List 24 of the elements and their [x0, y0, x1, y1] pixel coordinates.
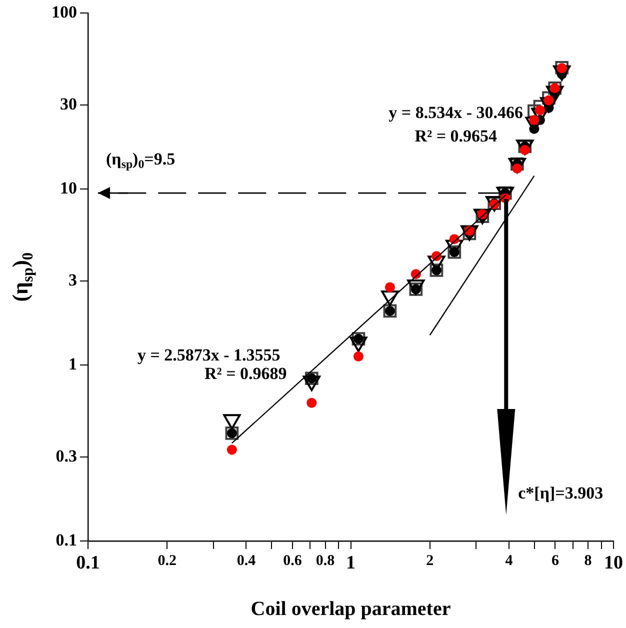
annotation: y = 8.534x - 30.466 — [388, 102, 524, 122]
y-tick-label: 100 — [52, 2, 77, 22]
x-tick-label: 0.6 — [283, 552, 302, 569]
y-tick-label: 3 — [68, 270, 77, 290]
y-tick-label: 10 — [60, 178, 77, 198]
y-tick-label: 30 — [60, 94, 77, 114]
x-tick-label: 8 — [584, 552, 592, 569]
x-tick-label: 0.4 — [236, 552, 256, 569]
y-axis-title: (ηsp)0 — [8, 252, 37, 302]
annotation: y = 2.5873x - 1.3555 — [137, 346, 280, 365]
y-tick-label: 0.1 — [56, 530, 77, 550]
ref-line-label: c*[η]=3.903 — [518, 483, 604, 502]
y-tick-label: 0.3 — [56, 446, 77, 466]
x-axis-title: Coil overlap parameter — [250, 598, 451, 620]
x-tick-label: 1 — [346, 552, 356, 574]
x-tick-label: 4 — [505, 552, 514, 569]
x-tick-label: 2 — [426, 552, 434, 569]
x-tick-label: 10 — [604, 552, 623, 574]
x-tick-label: 0.8 — [316, 552, 335, 569]
annotation: R² = 0.9689 — [204, 364, 287, 384]
x-tick-label: 0.2 — [158, 552, 176, 569]
annotation: R² = 0.9654 — [414, 126, 498, 146]
y-tick-label: 1 — [68, 354, 77, 374]
x-tick-label: 6 — [551, 552, 560, 569]
